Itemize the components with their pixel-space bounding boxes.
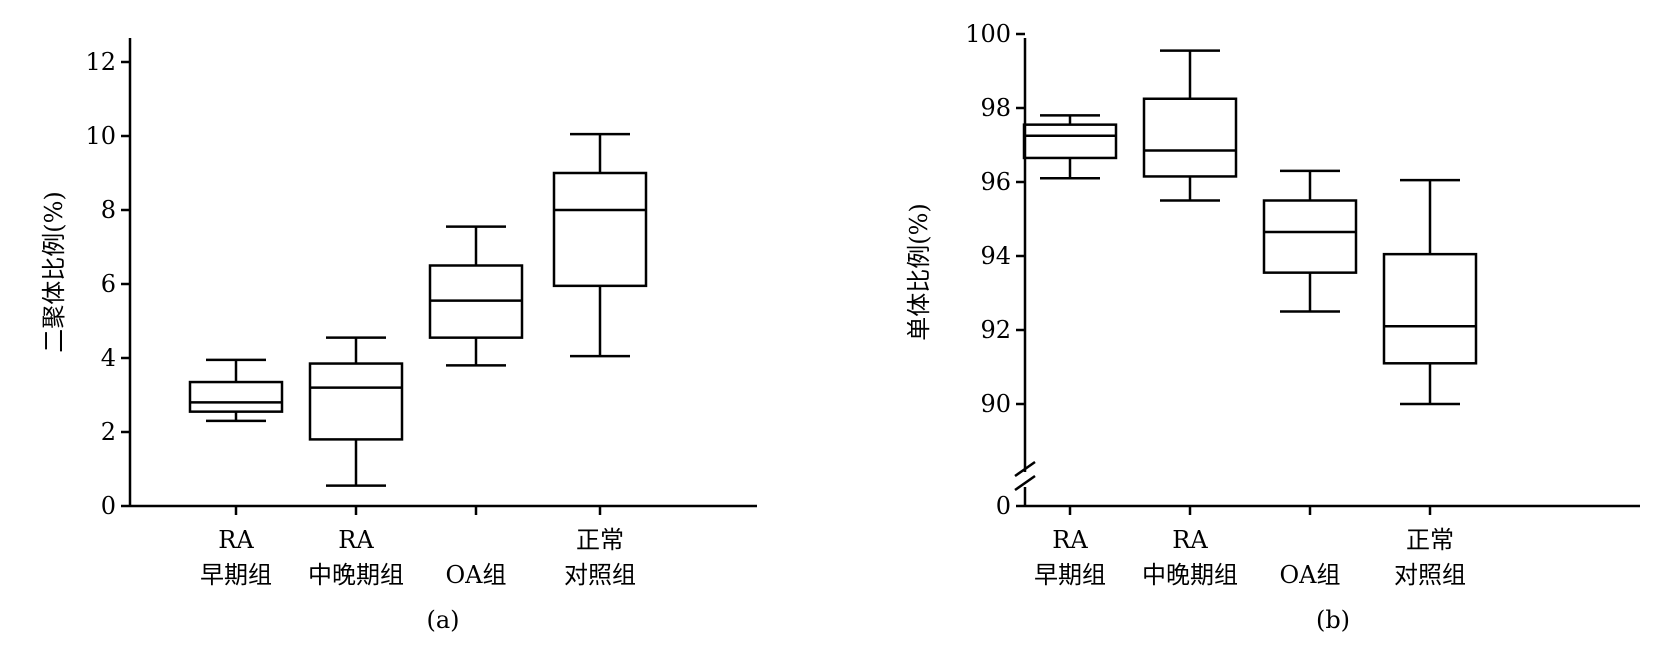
panel-b-y-tick-label: 0 (996, 492, 1011, 520)
panel-b-category-label: RA (1172, 526, 1208, 554)
box-iqr (1262, 199, 1358, 274)
box-iqr (1022, 123, 1118, 160)
panel-a-category-label: RA (338, 526, 374, 554)
panel-a-category-label: 早期组 (200, 561, 272, 589)
panel-b-category-label: OA组 (1279, 561, 1340, 589)
box-iqr (1382, 252, 1478, 365)
panel-a-caption: (a) (426, 606, 459, 634)
panel-b-category-label: 对照组 (1394, 561, 1466, 589)
panel-b-y-tick-label: 90 (980, 390, 1011, 418)
panel-b-category-label: 正常 (1406, 526, 1454, 554)
panel-a-y-axis-label: 二聚体比例(%) (40, 191, 68, 353)
panel-b-y-tick-label: 100 (965, 20, 1011, 48)
panel-a-y-tick-label: 0 (101, 492, 116, 520)
panel-b-category-label: 早期组 (1034, 561, 1106, 589)
panel-a-y-tick-label: 2 (101, 418, 116, 446)
panel-b-axis-break-mark (1014, 474, 1036, 492)
panel-a-category-label: 对照组 (564, 561, 636, 589)
panel-a-y-tick-label: 8 (101, 196, 116, 224)
box-iqr (188, 380, 284, 413)
panel-a-category-label: 正常 (576, 526, 624, 554)
box-iqr (1142, 97, 1238, 178)
panel-b-y-tick-label: 96 (980, 168, 1011, 196)
panel-b-y-tick-label: 94 (980, 242, 1011, 270)
panel-b-category-label: 中晚期组 (1142, 561, 1238, 589)
panel-b-y-axis-label: 单体比例(%) (905, 203, 933, 341)
panel-a-category-label: 中晚期组 (308, 561, 404, 589)
panel-a-y-tick-label: 10 (85, 122, 116, 150)
panel-a-category-label: RA (218, 526, 254, 554)
panel-b-category-label: RA (1052, 526, 1088, 554)
box-iqr (308, 362, 404, 441)
panel-a-y-tick-label: 6 (101, 270, 116, 298)
panel-b-y-tick-label: 92 (980, 316, 1011, 344)
panel-b-axis-break-mark (1014, 460, 1036, 478)
panel-b-caption: (b) (1316, 606, 1350, 634)
box-iqr (552, 171, 648, 288)
panel-a-y-tick-label: 4 (101, 344, 116, 372)
panel-a-category-label: OA组 (445, 561, 506, 589)
panel-a-y-tick-label: 12 (85, 48, 116, 76)
panel-b-y-tick-label: 98 (980, 94, 1011, 122)
